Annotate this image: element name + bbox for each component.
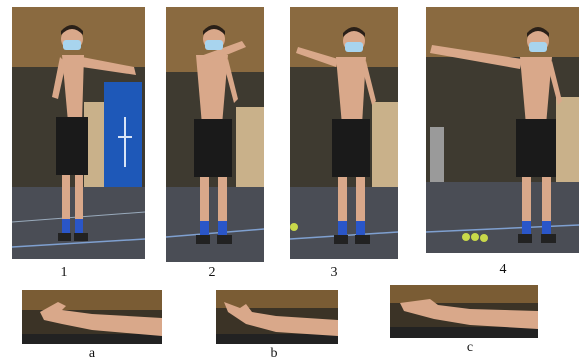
person-pose-4-image: [426, 7, 579, 253]
hand-closeup-a-image: [22, 290, 162, 344]
photo-panel-1: [12, 7, 145, 259]
closeup-label-c: c: [466, 340, 474, 355]
photo-panel-3: [290, 7, 398, 259]
closeup-label-b: b: [270, 346, 278, 361]
person-pose-3-image: [290, 7, 398, 259]
person-pose-1-image: [12, 7, 145, 259]
closeup-label-a: a: [88, 346, 96, 361]
closeup-a: [22, 290, 162, 344]
panel-label-1: 1: [60, 265, 68, 280]
photo-panel-4: [426, 7, 579, 253]
person-pose-2-image: [166, 7, 264, 262]
closeup-b: [216, 290, 338, 344]
hand-closeup-c-image: [390, 285, 538, 338]
panel-label-2: 2: [208, 265, 216, 280]
hand-closeup-b-image: [216, 290, 338, 344]
panel-label-3: 3: [330, 265, 338, 280]
panel-label-4: 4: [499, 262, 507, 277]
photo-panel-2: [166, 7, 264, 262]
closeup-c: [390, 285, 538, 338]
